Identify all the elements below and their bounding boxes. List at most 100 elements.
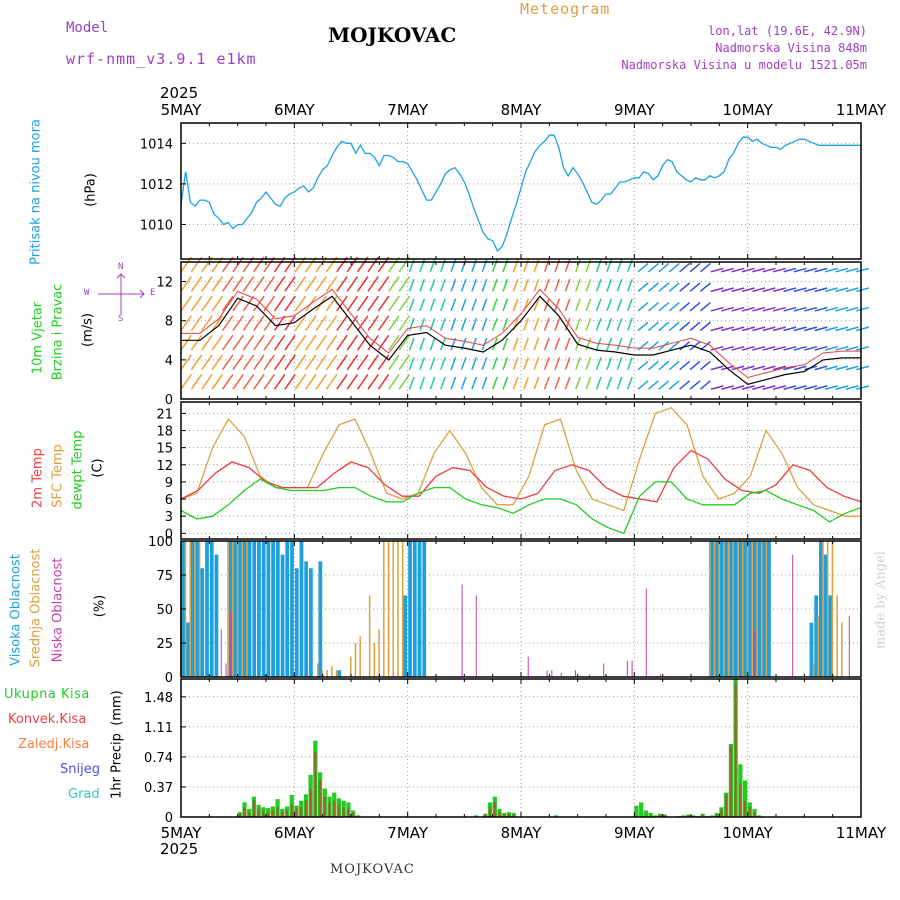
precip-conv-bar — [333, 800, 336, 817]
cloud-mid-bar — [316, 663, 319, 677]
wind-arrow — [689, 321, 701, 332]
wind-arrow — [356, 354, 369, 371]
wind-arrow — [533, 337, 540, 351]
wind-arrow — [731, 306, 745, 312]
wind-arrow — [336, 334, 348, 351]
wind-arrow — [856, 267, 870, 273]
wind-arrow — [658, 380, 670, 390]
cloud-high-bar — [290, 541, 294, 677]
wind-arrow — [845, 326, 859, 332]
cloud-ytick-label: 50 — [156, 603, 173, 618]
compass-n: N — [118, 262, 124, 272]
cloud-mid-bar — [756, 541, 758, 677]
cloud-high-bar — [275, 541, 280, 677]
wind-arrow — [533, 298, 540, 312]
wind-arrow — [554, 337, 561, 351]
precip-conv-bar — [484, 814, 487, 817]
cloud-high-bar — [337, 670, 342, 677]
wind-arrow — [491, 376, 498, 390]
wind-arrow — [273, 374, 286, 390]
wind-arrow — [221, 374, 234, 390]
wind-arrow — [408, 376, 415, 390]
x-tick-label-top: 11MAY — [836, 101, 887, 119]
cloud-mid-bar — [198, 541, 201, 677]
cloud-low-bar — [225, 663, 227, 677]
cloud-mid-bar — [331, 666, 333, 677]
wind-arrow — [450, 278, 457, 292]
wind-ytick-label: 8 — [165, 315, 173, 330]
model-name: wrf-nmm_v3.9.1 e1km — [66, 50, 257, 68]
wind-arrow — [648, 282, 659, 292]
precip-conv-bar — [309, 788, 312, 817]
cloud-low-bar — [626, 660, 628, 677]
wind-arrow — [336, 276, 348, 292]
precip-conv-bar — [493, 802, 496, 817]
cloud-high-bar — [719, 541, 724, 677]
cloud-low-bar — [220, 629, 222, 677]
temp-ytick-label: 15 — [156, 442, 173, 457]
wind-arrow — [315, 334, 327, 351]
wind-arrow — [429, 376, 436, 390]
wind-arrow — [273, 354, 286, 371]
precip-total-bar — [648, 812, 653, 817]
wind-arrow — [627, 298, 633, 312]
wind-arrow — [429, 357, 436, 370]
cloud-mid-bar — [321, 670, 324, 677]
wind-arrow — [273, 334, 286, 351]
precip-conv-bar — [498, 812, 501, 817]
model-label: Model — [66, 20, 109, 36]
wind-arrow — [699, 360, 711, 371]
wind-arrow — [824, 326, 838, 332]
wind-arrow — [793, 287, 807, 293]
wind-arrow — [336, 295, 348, 312]
cloud-high-bar — [304, 561, 309, 677]
wind-arrow — [731, 385, 745, 390]
wind-arrow — [679, 321, 691, 332]
wind-arrow — [263, 276, 276, 292]
wind-arrow — [679, 301, 691, 312]
x-tick-label-bottom: 8MAY — [501, 824, 543, 842]
cloud-mid-bar — [812, 663, 815, 677]
cloud-high-bar — [238, 541, 242, 677]
wind-arrow — [512, 357, 519, 370]
x-tick-label-top: 5MAY — [161, 101, 203, 119]
wind-arrow — [585, 278, 592, 292]
wind-arrow — [377, 374, 390, 390]
wind-arrow — [668, 262, 680, 273]
cloud-mid-bar — [368, 595, 371, 677]
precip-conv-bar — [328, 802, 331, 817]
cloud-mid-bar — [189, 541, 191, 677]
wind-arrow — [543, 376, 550, 390]
cloud-high-bar — [242, 541, 247, 677]
x-tick-label-top: 6MAY — [274, 101, 316, 119]
wind-arrow — [502, 357, 509, 370]
wind-arrow — [564, 376, 571, 390]
precip-legend-hail: Grad — [68, 787, 100, 802]
wind-arrow — [762, 345, 776, 351]
wind-arrow — [408, 357, 415, 370]
wind-ylabel-2: Brzina i Pravac — [50, 283, 66, 381]
temp-ylabel-1: 2m Temp — [30, 448, 46, 508]
wind-arrow — [824, 267, 838, 273]
wind-arrow — [201, 315, 213, 331]
wind-arrow — [325, 374, 338, 390]
precip-conv-bar — [720, 808, 723, 817]
wind-arrow — [772, 326, 786, 332]
wind-arrow — [731, 326, 745, 332]
year-top: 2025 — [160, 84, 199, 102]
wind-arrow — [211, 334, 224, 351]
wind-arrow — [408, 278, 415, 292]
wind-arrow — [408, 318, 415, 331]
wind-arrow — [637, 282, 649, 292]
wind-arrow — [658, 321, 670, 332]
wind-arrow — [263, 354, 276, 371]
wind-arrow — [721, 326, 734, 332]
wind-arrow — [201, 354, 213, 371]
cloud-high-bar — [809, 622, 814, 677]
cloud-mid-bar — [387, 541, 390, 677]
wind-arrow — [263, 374, 276, 390]
compass-e: E — [150, 288, 156, 298]
wind-arrow — [814, 267, 828, 273]
wind-arrow — [294, 374, 307, 390]
cloud-mid-bar — [760, 541, 763, 677]
